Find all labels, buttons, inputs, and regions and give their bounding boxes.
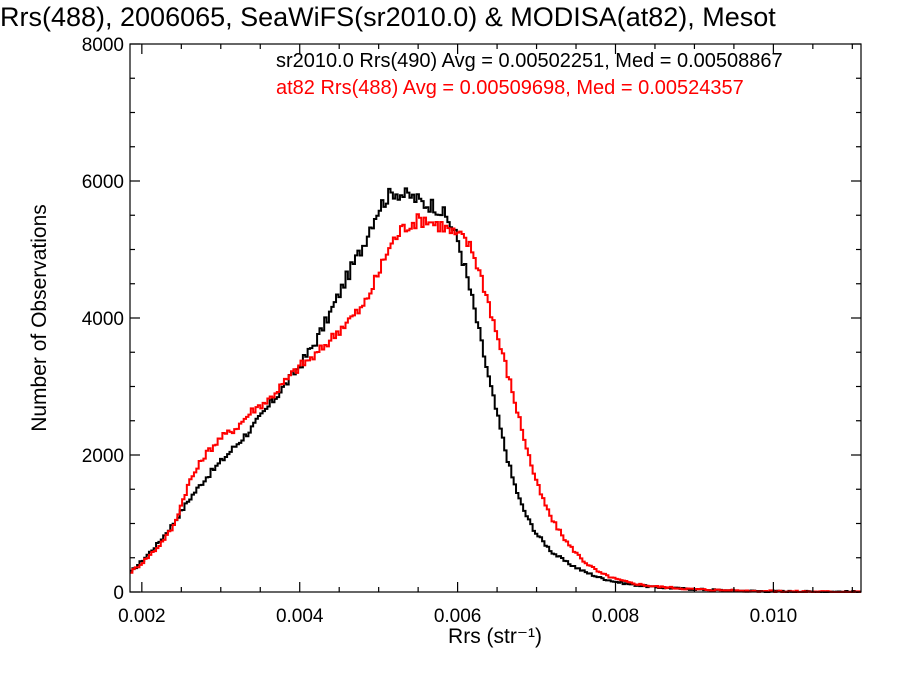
x-tick-label: 0.006 [434, 606, 482, 627]
y-tick-label: 8000 [82, 35, 124, 56]
series-at82-histogram [130, 213, 861, 593]
plot-frame [129, 43, 862, 593]
y-tick-label: 4000 [82, 309, 124, 330]
y-tick-label: 2000 [82, 446, 124, 467]
x-tick-label: 0.010 [750, 606, 798, 627]
x-tick-label: 0.004 [276, 606, 324, 627]
legend-entry-sr2010: sr2010.0 Rrs(490) Avg = 0.00502251, Med … [276, 50, 783, 72]
series-sr2010-histogram [130, 187, 861, 593]
x-axis-label: Rrs (str⁻¹) [448, 625, 542, 648]
x-tick-label: 0.002 [118, 606, 166, 627]
series-layer [130, 187, 861, 593]
y-tick-label: 0 [113, 583, 124, 604]
legend-entry-at82: at82 Rrs(488) Avg = 0.00509698, Med = 0.… [276, 77, 744, 99]
axis-ticks: 0.002 0.004 0.006 0.008 0.010 0 2000 4000 6000 80… [82, 35, 861, 627]
chart-title: Rrs(488), 2006065, SeaWiFS(sr2010.0) & M… [0, 2, 776, 32]
x-tick-label: 0.008 [592, 606, 640, 627]
y-tick-label: 6000 [82, 172, 124, 193]
